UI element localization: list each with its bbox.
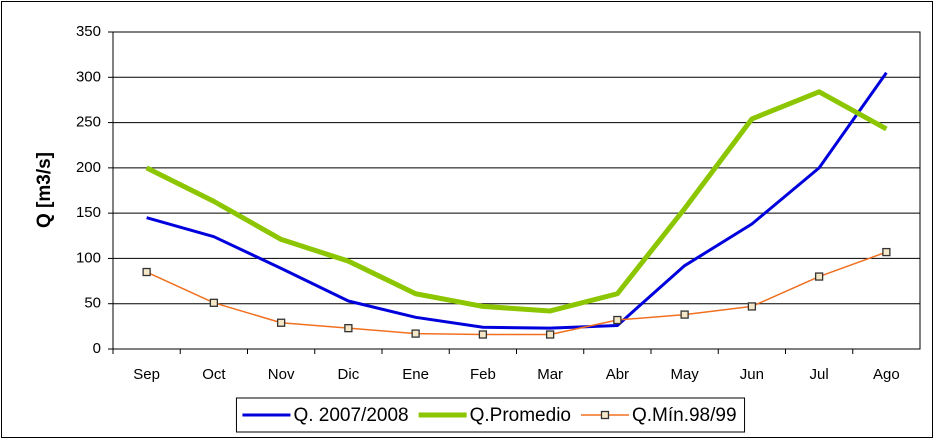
legend-marker xyxy=(600,410,610,420)
legend-label: Q. 2007/2008 xyxy=(293,405,408,426)
x-tick-label: Feb xyxy=(470,366,496,383)
point-marker xyxy=(814,272,824,281)
x-tick-label: Nov xyxy=(268,366,295,383)
x-tick-label: Dic xyxy=(338,366,360,383)
point-marker xyxy=(276,318,286,327)
legend-label: Q.Promedio xyxy=(470,405,571,426)
point-marker xyxy=(209,298,219,307)
series-line xyxy=(146,71,888,330)
x-tick-label: Jul xyxy=(810,366,829,383)
legend-box xyxy=(235,397,746,433)
legend-label: Q.Mín.98/99 xyxy=(632,405,737,426)
x-tick-label: Mar xyxy=(537,366,563,383)
y-tick-label: 150 xyxy=(76,204,101,221)
point-marker xyxy=(545,330,555,339)
y-tick-label: 50 xyxy=(84,295,101,312)
x-tick-label: Abr xyxy=(606,366,629,383)
y-axis-label: Q [m3/s] xyxy=(34,152,55,228)
y-tick-label: 0 xyxy=(93,340,101,357)
series-line xyxy=(145,89,888,314)
series-line xyxy=(146,251,887,336)
x-tick-label: Ago xyxy=(873,366,900,383)
point-marker xyxy=(478,330,488,339)
point-marker xyxy=(680,310,689,319)
point-marker xyxy=(142,267,151,277)
y-tick-label: 250 xyxy=(76,114,101,131)
point-marker xyxy=(747,302,757,311)
x-tick-label: Ene xyxy=(402,366,429,383)
point-marker xyxy=(613,315,622,325)
x-tick-label: May xyxy=(670,366,699,383)
y-tick-label: 200 xyxy=(76,159,101,176)
y-tick-label: 350 xyxy=(76,23,101,40)
point-marker xyxy=(411,329,420,338)
legend: Q. 2007/2008 Q.Promedio Q.Mín.98/99 xyxy=(235,397,746,433)
y-tick-label: 100 xyxy=(76,249,101,266)
x-tick-label: Sep xyxy=(133,366,160,383)
x-tick-label: Jun xyxy=(740,366,764,383)
y-tick-label: 300 xyxy=(76,68,101,85)
point-marker xyxy=(882,247,891,257)
x-tick-label: Oct xyxy=(202,366,226,383)
point-marker xyxy=(344,324,353,333)
